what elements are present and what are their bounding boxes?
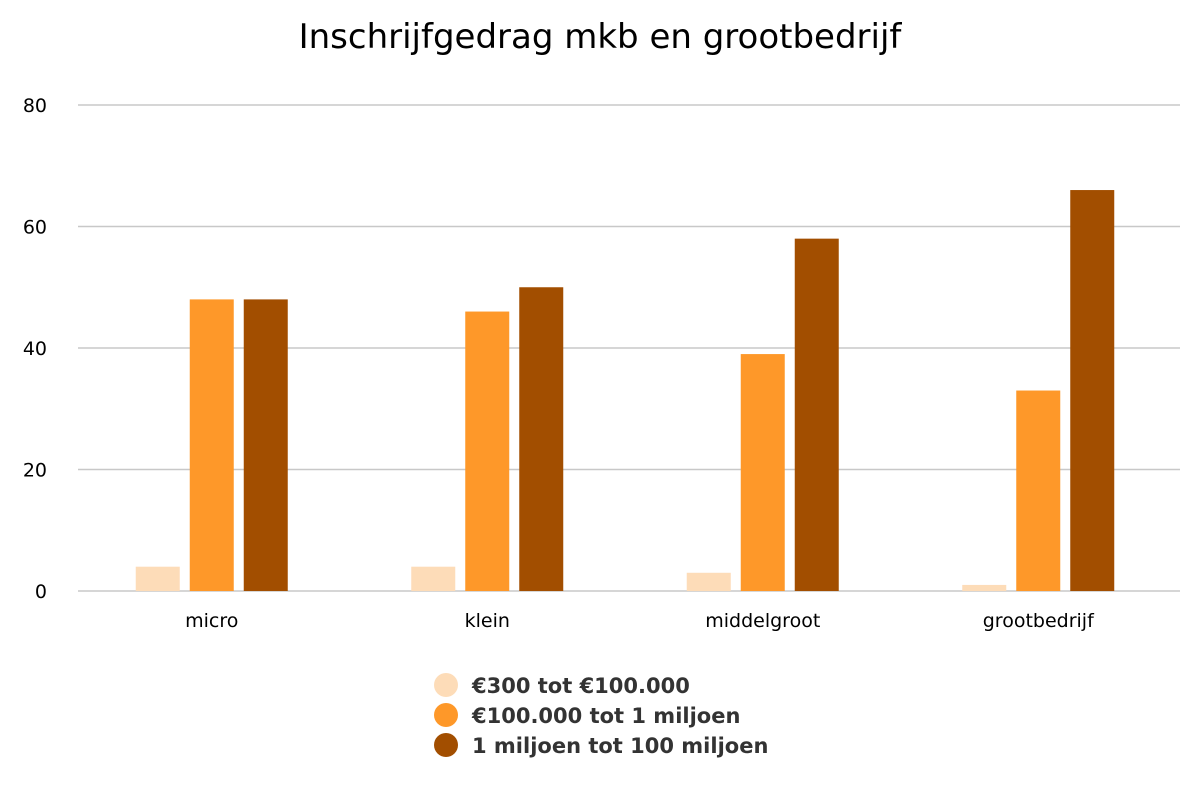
bar-micro-series-3[interactable] xyxy=(243,299,288,591)
legend-marker xyxy=(434,733,458,757)
y-tick-label: 20 xyxy=(23,460,47,482)
legend-item[interactable]: €100.000 tot 1 miljoen xyxy=(434,703,740,728)
x-tick-label: middelgroot xyxy=(705,610,820,632)
legend-marker xyxy=(434,703,458,727)
legend-item[interactable]: 1 miljoen tot 100 miljoen xyxy=(434,733,768,758)
bar-micro-series-2[interactable] xyxy=(189,299,234,591)
chart-title: Inschrijfgedrag mkb en grootbedrijf xyxy=(299,17,903,57)
y-tick-label: 0 xyxy=(35,581,47,603)
legend-label: €300 tot €100.000 xyxy=(471,674,690,698)
y-tick-label: 80 xyxy=(23,95,47,117)
x-tick-label: grootbedrijf xyxy=(983,610,1095,632)
x-tick-label: klein xyxy=(465,610,510,632)
bar-klein-series-3[interactable] xyxy=(519,287,564,591)
bar-grootbedrijf-series-3[interactable] xyxy=(1070,190,1115,592)
legend-label: 1 miljoen tot 100 miljoen xyxy=(472,734,768,758)
legend[interactable]: €300 tot €100.000 €100.000 tot 1 miljoen 1… xyxy=(434,673,768,758)
y-tick-label: 60 xyxy=(23,217,47,239)
y-axis: 0 20 40 60 80 xyxy=(23,95,47,603)
legend-label: €100.000 tot 1 miljoen xyxy=(471,704,740,728)
y-tick-label: 40 xyxy=(23,338,47,360)
bar-grootbedrijf-series-2[interactable] xyxy=(1016,390,1061,591)
bar-middelgroot-series-2[interactable] xyxy=(740,354,785,591)
bar-klein-series-1[interactable] xyxy=(411,566,456,591)
bar-grootbedrijf-series-1[interactable] xyxy=(962,584,1007,591)
bar-middelgroot-series-3[interactable] xyxy=(794,238,839,591)
bar-micro-series-1[interactable] xyxy=(135,566,180,591)
legend-item[interactable]: €300 tot €100.000 xyxy=(434,673,690,698)
gridlines xyxy=(78,104,1180,592)
x-tick-label: micro xyxy=(185,610,238,632)
x-axis: micro klein middelgroot grootbedrijf xyxy=(185,610,1095,632)
legend-marker xyxy=(434,673,458,697)
bar-klein-series-2[interactable] xyxy=(465,311,510,591)
bars xyxy=(135,190,1115,592)
bar-middelgroot-series-1[interactable] xyxy=(686,572,731,591)
